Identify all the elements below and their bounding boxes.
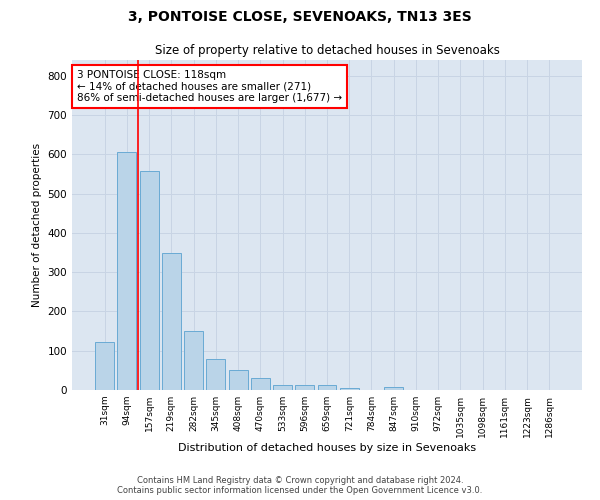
- Title: Size of property relative to detached houses in Sevenoaks: Size of property relative to detached ho…: [155, 44, 499, 58]
- Bar: [140, 171, 158, 390]
- Y-axis label: Number of detached properties: Number of detached properties: [32, 143, 42, 307]
- Bar: [384, 387, 403, 390]
- Bar: [340, 388, 359, 390]
- Bar: [118, 152, 136, 390]
- Text: Contains HM Land Registry data © Crown copyright and database right 2024.
Contai: Contains HM Land Registry data © Crown c…: [118, 476, 482, 495]
- Bar: [317, 385, 337, 390]
- Text: 3, PONTOISE CLOSE, SEVENOAKS, TN13 3ES: 3, PONTOISE CLOSE, SEVENOAKS, TN13 3ES: [128, 10, 472, 24]
- Bar: [295, 385, 314, 390]
- Bar: [229, 370, 248, 390]
- Bar: [162, 254, 181, 390]
- Bar: [251, 378, 270, 390]
- Bar: [273, 384, 292, 390]
- X-axis label: Distribution of detached houses by size in Sevenoaks: Distribution of detached houses by size …: [178, 442, 476, 452]
- Bar: [184, 331, 203, 390]
- Bar: [206, 360, 225, 390]
- Text: 3 PONTOISE CLOSE: 118sqm
← 14% of detached houses are smaller (271)
86% of semi-: 3 PONTOISE CLOSE: 118sqm ← 14% of detach…: [77, 70, 342, 103]
- Bar: [95, 342, 114, 390]
